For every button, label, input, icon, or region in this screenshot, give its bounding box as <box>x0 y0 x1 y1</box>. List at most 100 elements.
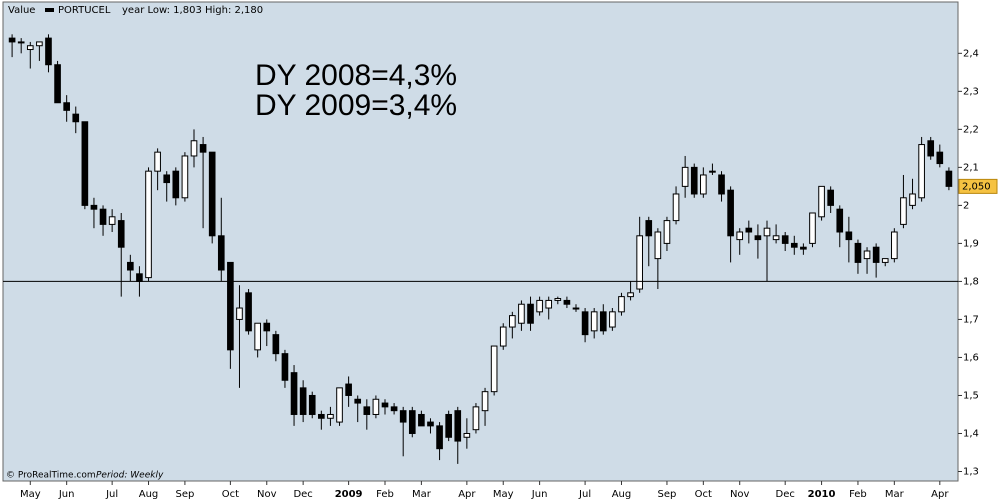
candle-body <box>754 235 762 241</box>
candle-body <box>290 372 298 415</box>
last-value-box <box>958 178 998 194</box>
candle-body <box>363 406 371 415</box>
x-tick-label: Aug <box>139 489 159 500</box>
candle-body <box>199 144 207 153</box>
candle-body <box>945 170 953 187</box>
candle-body <box>217 235 225 271</box>
candle-body <box>372 398 380 415</box>
candle-body <box>590 311 598 332</box>
candle-body <box>527 303 534 324</box>
x-tick-label: Nov <box>730 489 750 500</box>
x-tick-label: Apr <box>458 489 476 500</box>
candle-body <box>327 413 334 419</box>
footer-source: © ProRealTime.com <box>6 471 96 481</box>
candle-body <box>790 242 798 248</box>
range-note: year Low: 1,803 High: 2,180 <box>122 5 263 16</box>
candle-body <box>654 231 662 260</box>
candle-body <box>136 273 143 282</box>
candle-body <box>445 413 452 438</box>
x-tick-label: Jul <box>578 489 591 500</box>
y-tick-label: 1,8 <box>963 276 979 287</box>
candle-body <box>418 413 425 427</box>
candle-body <box>208 151 216 237</box>
candle-body <box>99 208 107 225</box>
header-label: Value <box>8 5 35 16</box>
candle-body <box>263 322 271 332</box>
x-tick-label: 2010 <box>808 489 836 500</box>
candle-body <box>63 102 70 111</box>
candle-body <box>881 258 889 263</box>
candle-body <box>818 185 825 218</box>
candle-body <box>809 212 816 244</box>
candle-body <box>54 64 61 104</box>
candle-body <box>427 421 434 427</box>
candle-body <box>609 311 616 328</box>
candle-body <box>227 261 234 351</box>
candle-body <box>727 189 734 237</box>
candle-body <box>690 166 698 195</box>
candle-body <box>45 37 52 66</box>
candle-body <box>718 174 725 195</box>
candle-body <box>836 208 844 233</box>
x-tick-label: Dec <box>293 489 312 500</box>
x-tick-label: Sep <box>175 489 194 500</box>
candle-body <box>381 402 389 408</box>
candle-body <box>281 353 289 381</box>
candle-body <box>236 307 243 320</box>
candle-body <box>545 299 553 309</box>
x-tick-label: Nov <box>257 489 277 500</box>
annotation: DY 2009=3,4% <box>255 89 457 122</box>
candle-body <box>563 299 571 305</box>
legend-swatch <box>45 8 54 12</box>
candle-body <box>745 227 753 233</box>
candle-body <box>681 166 689 187</box>
candle-body <box>800 246 807 250</box>
candle-body <box>827 189 834 206</box>
candle-body <box>336 387 343 423</box>
candle-body <box>709 170 716 173</box>
candle-body <box>108 216 116 225</box>
y-tick-label: 1,3 <box>963 466 979 477</box>
candle-body <box>700 174 707 195</box>
candle-body <box>299 387 307 415</box>
last-value-label: 2,050 <box>962 181 991 192</box>
candle-body <box>863 250 871 260</box>
candle-body <box>909 193 916 206</box>
candle-body <box>636 235 643 290</box>
candle-body <box>518 303 525 324</box>
candle-body <box>581 311 589 336</box>
x-tick-label: May <box>493 489 514 500</box>
candle-body <box>190 140 198 157</box>
candle-body <box>472 406 480 431</box>
candle-body <box>736 231 744 241</box>
candle-body <box>272 334 280 355</box>
y-tick-label: 1,5 <box>963 390 979 401</box>
y-tick-label: 1,4 <box>963 428 979 439</box>
candle-body <box>672 193 680 222</box>
y-tick-label: 2 <box>963 200 969 211</box>
candle-body <box>918 144 925 199</box>
candle-body <box>599 311 607 332</box>
candle-body <box>481 391 489 412</box>
candle-body <box>36 41 43 47</box>
candle-body <box>254 322 261 351</box>
candle-body <box>854 242 862 263</box>
candle-body <box>117 220 125 248</box>
x-tick-label: Aug <box>612 489 632 500</box>
x-tick-label: Dec <box>776 489 795 500</box>
x-tick-label: Jun <box>531 489 548 500</box>
candle-body <box>463 432 471 438</box>
candle-body <box>8 37 16 43</box>
candle-body <box>154 151 161 172</box>
plot-area <box>2 1 959 482</box>
candle-body <box>81 121 89 206</box>
candle-body <box>509 315 516 328</box>
candle-body <box>318 413 325 419</box>
candle-body <box>927 140 935 157</box>
candle-body <box>627 292 634 298</box>
candle-body <box>772 235 780 241</box>
footer-period: Period: Weekly <box>96 471 164 481</box>
candle-body <box>845 231 853 241</box>
candle-body <box>891 231 898 260</box>
candle-body <box>308 394 316 415</box>
